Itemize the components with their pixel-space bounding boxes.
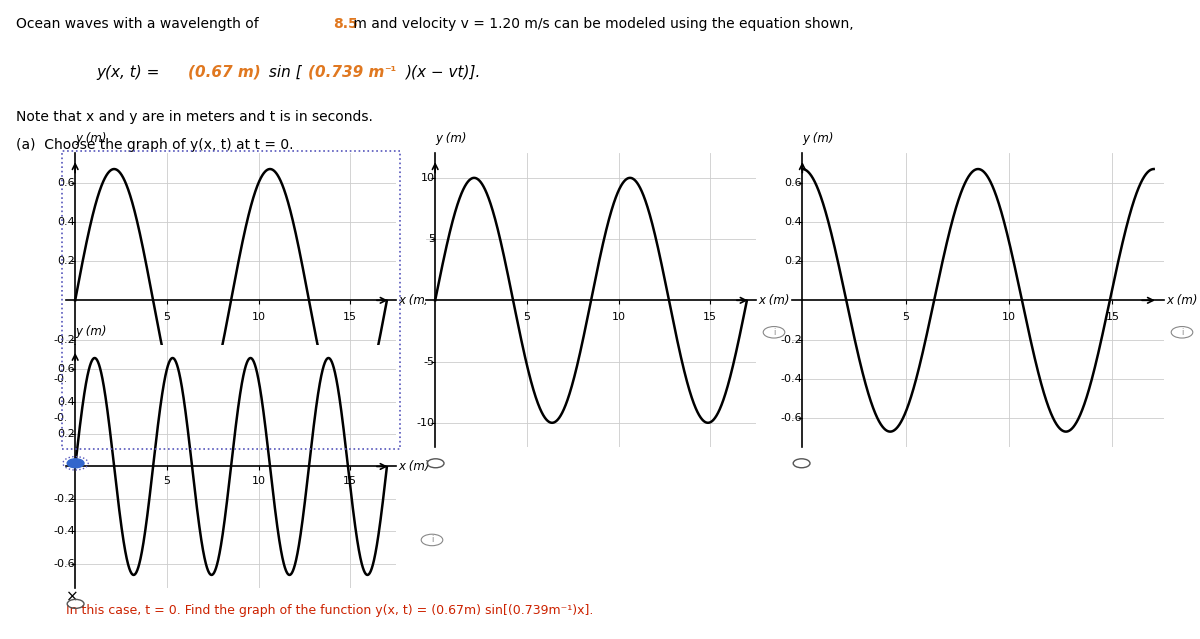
Text: -0.4: -0.4 xyxy=(53,527,74,536)
Text: -10: -10 xyxy=(416,418,434,427)
Text: i: i xyxy=(431,535,433,544)
Text: )(x − vt)].: )(x − vt)]. xyxy=(406,65,481,80)
Text: -0.2: -0.2 xyxy=(53,494,74,504)
Text: 0.6: 0.6 xyxy=(784,178,802,188)
Text: 15: 15 xyxy=(1105,312,1120,322)
Text: -0.6: -0.6 xyxy=(780,413,802,423)
Text: -5: -5 xyxy=(424,357,434,367)
Text: 10: 10 xyxy=(252,312,265,322)
Text: 5: 5 xyxy=(163,312,170,322)
Text: 0.4: 0.4 xyxy=(56,397,74,406)
Text: i: i xyxy=(773,328,775,337)
Text: y (m): y (m) xyxy=(803,132,834,144)
Text: 0.2: 0.2 xyxy=(56,256,74,266)
Text: 10: 10 xyxy=(252,476,265,486)
Text: 8.5: 8.5 xyxy=(334,17,359,31)
Text: (a)  Choose the graph of y(x, t) at t = 0.: (a) Choose the graph of y(x, t) at t = 0… xyxy=(16,138,293,152)
Text: y (m): y (m) xyxy=(76,132,107,144)
Text: 0.4: 0.4 xyxy=(56,217,74,227)
Text: 5: 5 xyxy=(523,312,530,322)
Text: 5: 5 xyxy=(902,312,910,322)
Text: 15: 15 xyxy=(703,312,718,322)
Text: -0.4: -0.4 xyxy=(780,374,802,383)
Text: 0.2: 0.2 xyxy=(56,429,74,439)
Text: sin [: sin [ xyxy=(264,65,301,80)
Text: 10: 10 xyxy=(612,312,625,322)
Text: -0.2: -0.2 xyxy=(780,335,802,344)
Text: 0.6: 0.6 xyxy=(58,178,74,188)
Text: 15: 15 xyxy=(343,312,358,322)
Text: i: i xyxy=(1181,328,1183,337)
Text: y (m): y (m) xyxy=(436,132,467,144)
Text: 10: 10 xyxy=(1002,312,1016,322)
Text: -0.2: -0.2 xyxy=(53,335,74,344)
Text: x (m): x (m) xyxy=(758,294,790,307)
Text: ⁻¹: ⁻¹ xyxy=(384,65,396,78)
Text: 0.6: 0.6 xyxy=(58,364,74,374)
Text: 5: 5 xyxy=(163,476,170,486)
Text: 10: 10 xyxy=(421,173,434,183)
Text: Ocean waves with a wavelength of: Ocean waves with a wavelength of xyxy=(16,17,263,31)
Text: y(x, t) =: y(x, t) = xyxy=(96,65,164,80)
Text: -0.6: -0.6 xyxy=(53,558,74,569)
Text: 15: 15 xyxy=(343,476,358,486)
Text: m and velocity v = 1.20 m/s can be modeled using the equation shown,: m and velocity v = 1.20 m/s can be model… xyxy=(349,17,854,31)
Text: (0.739 m: (0.739 m xyxy=(308,65,385,80)
Text: 5: 5 xyxy=(427,234,434,244)
Text: y (m): y (m) xyxy=(76,325,107,338)
Text: Note that x and y are in meters and t is in seconds.: Note that x and y are in meters and t is… xyxy=(16,110,372,124)
Text: -0.4: -0.4 xyxy=(53,374,74,383)
Text: -0.6: -0.6 xyxy=(53,413,74,423)
Text: x (m): x (m) xyxy=(398,460,430,473)
Text: 0.4: 0.4 xyxy=(784,217,802,227)
Text: ×: × xyxy=(66,590,79,605)
Text: 0.2: 0.2 xyxy=(784,256,802,266)
Text: x (m): x (m) xyxy=(1166,294,1198,307)
Text: (0.67 m): (0.67 m) xyxy=(188,65,262,80)
Text: x (m): x (m) xyxy=(398,294,430,307)
Text: In this case, t = 0. Find the graph of the function y(x, t) = (0.67m) sin[(0.739: In this case, t = 0. Find the graph of t… xyxy=(66,604,593,617)
